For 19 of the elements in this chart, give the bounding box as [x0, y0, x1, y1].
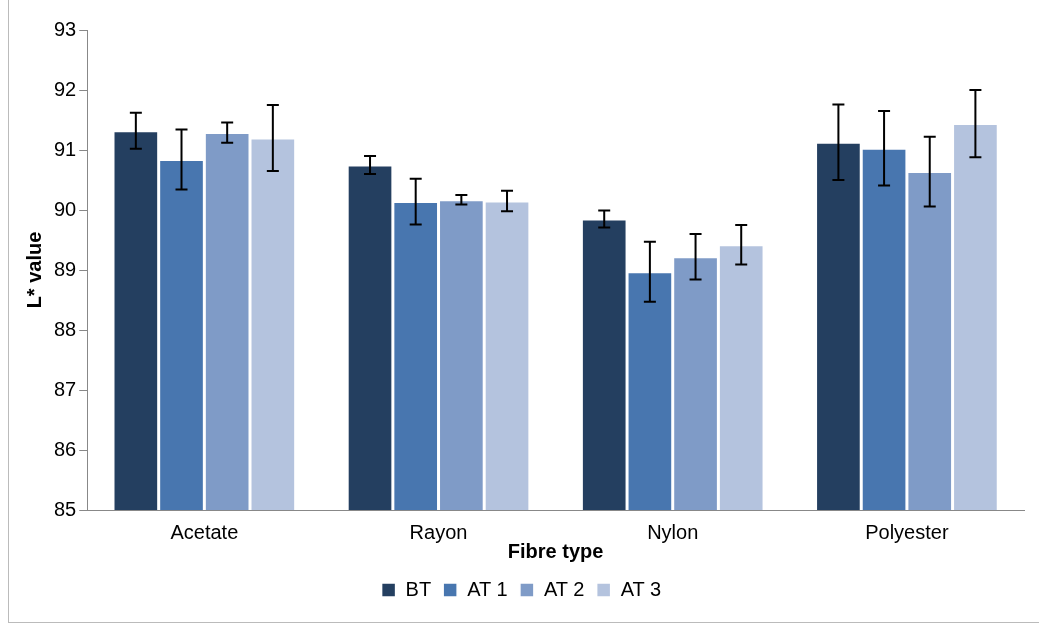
y-tick-label: 91: [54, 137, 77, 160]
x-axis-title: Fibre type: [507, 539, 604, 562]
y-tick-label: 93: [54, 17, 77, 40]
legend-label: BT: [405, 577, 432, 600]
y-axis-title: L* value: [22, 231, 45, 309]
legend-label: AT 2: [543, 577, 585, 600]
legend-label: AT 3: [620, 577, 662, 600]
y-tick-label: 92: [54, 77, 77, 100]
y-tick-label: 87: [54, 377, 77, 400]
x-tick-label: Rayon: [409, 520, 468, 543]
y-tick-label: 86: [54, 437, 77, 460]
y-tick-label: 85: [54, 497, 77, 520]
legend-label: AT 1: [467, 577, 508, 600]
x-tick-label: Acetate: [170, 520, 239, 543]
x-tick-label: Polyester: [865, 520, 949, 543]
y-tick-label: 88: [54, 317, 77, 340]
y-tick-label: 89: [54, 257, 77, 280]
x-tick-label: Nylon: [647, 520, 699, 543]
y-tick-label: 90: [54, 197, 77, 220]
